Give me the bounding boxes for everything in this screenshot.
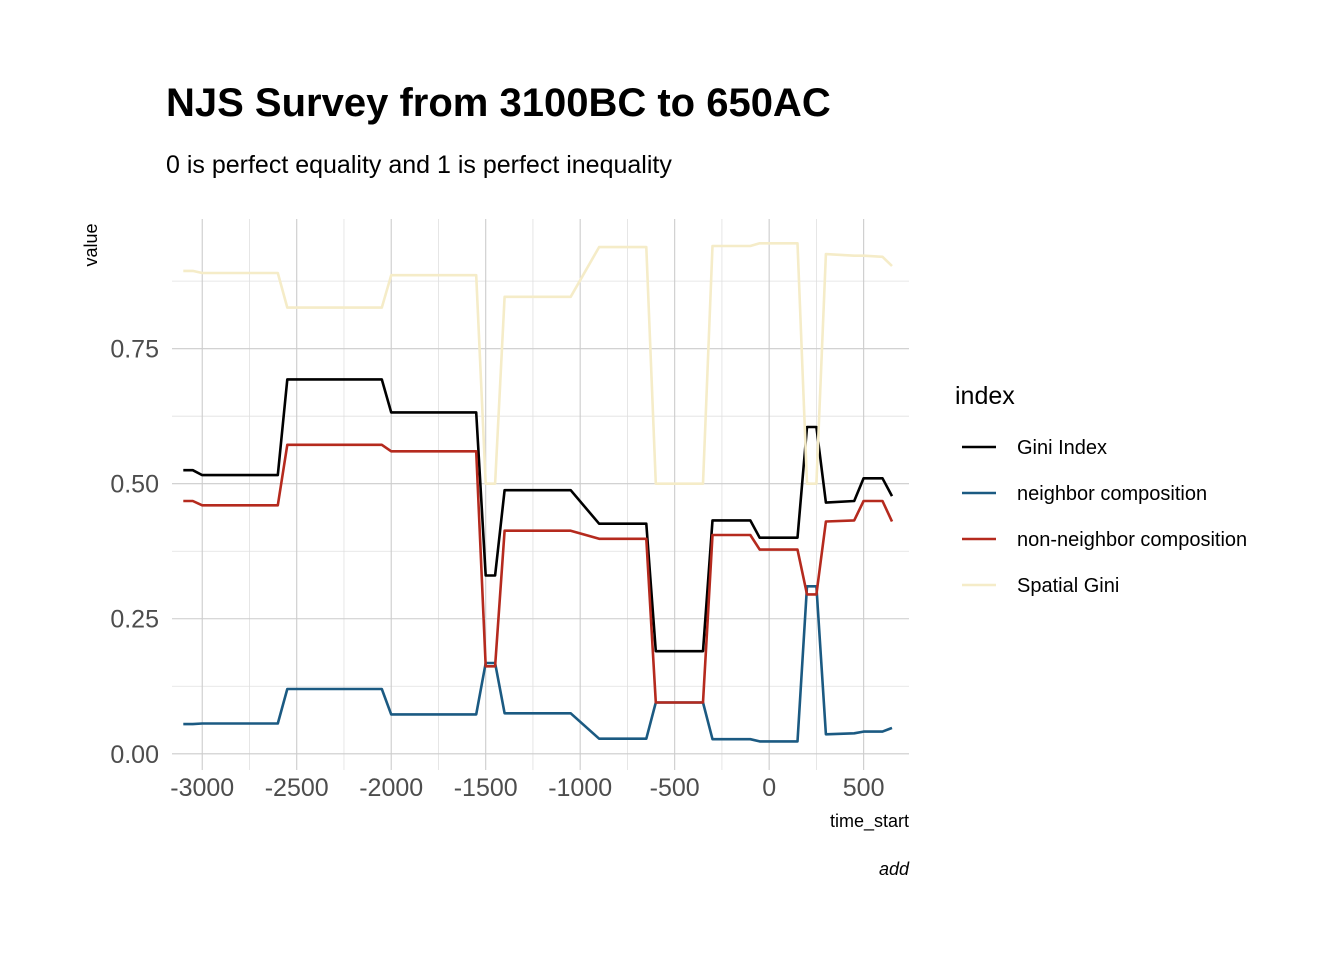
legend: index Gini Index neighbor composition non-… xyxy=(955,382,1247,597)
chart-caption: add xyxy=(879,859,910,879)
legend-title: index xyxy=(955,382,1015,410)
x-tick-label: 500 xyxy=(843,774,885,802)
legend-label-non-neighbor-composition: non-neighbor composition xyxy=(1017,529,1247,551)
grid-lines xyxy=(172,219,909,770)
x-tick-label: -3000 xyxy=(170,774,234,802)
y-tick-label: 0.00 xyxy=(110,741,159,769)
x-tick-label: -1500 xyxy=(454,774,518,802)
y-tick-label: 0.25 xyxy=(110,606,159,634)
legend-label-gini-index: Gini Index xyxy=(1017,437,1107,459)
x-axis-label: time_start xyxy=(830,811,909,832)
legend-label-neighbor-composition: neighbor composition xyxy=(1017,483,1207,505)
y-tick-label: 0.50 xyxy=(110,471,159,499)
chart-subtitle: 0 is perfect equality and 1 is perfect i… xyxy=(166,151,672,179)
y-axis-ticks: 0.00 0.25 0.50 0.75 xyxy=(110,336,159,769)
series-line-neighbor-composition xyxy=(183,584,893,743)
series-line-gini-index xyxy=(183,378,894,653)
series-lines xyxy=(183,242,894,743)
chart-title: NJS Survey from 3100BC to 650AC xyxy=(166,81,831,125)
series-line-non-neighbor-composition xyxy=(183,443,894,704)
y-axis-label: value xyxy=(81,223,101,266)
x-tick-label: -1000 xyxy=(548,774,612,802)
x-axis-ticks: -3000 -2500 -2000 -1500 -1000 -500 0 500 xyxy=(170,774,884,802)
x-tick-label: -2000 xyxy=(359,774,423,802)
series-line-spatial-gini xyxy=(183,242,893,486)
x-tick-label: -2500 xyxy=(265,774,329,802)
x-tick-label: -500 xyxy=(650,774,700,802)
x-tick-label: 0 xyxy=(762,774,776,802)
y-tick-label: 0.75 xyxy=(110,336,159,364)
legend-label-spatial-gini: Spatial Gini xyxy=(1017,575,1119,597)
